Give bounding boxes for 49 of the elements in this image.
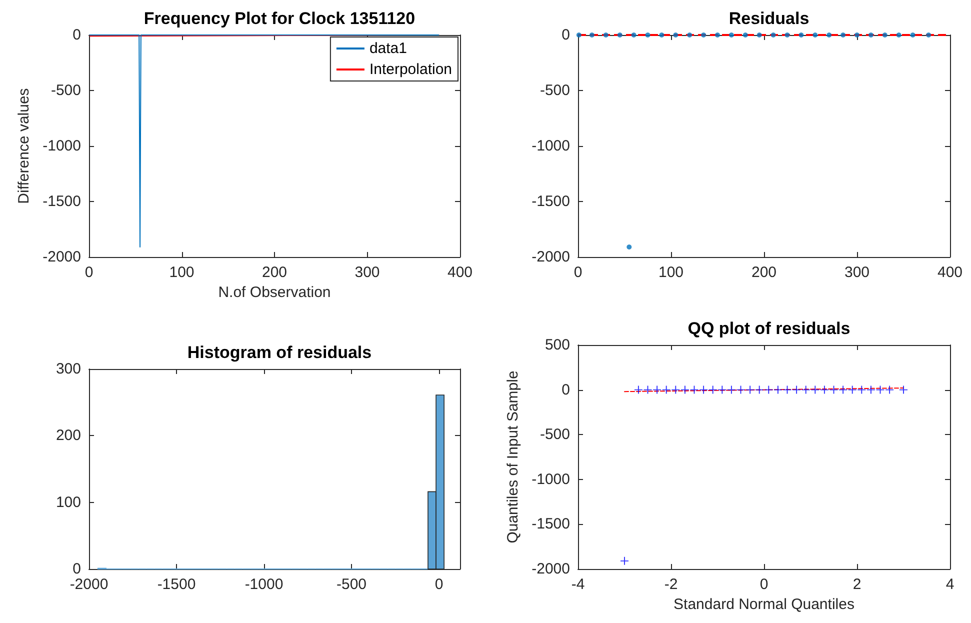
y-axis-title: Difference values (16, 88, 33, 204)
y-tick-label: -500 (540, 82, 570, 99)
chart-title: QQ plot of residuals (688, 319, 850, 338)
x-axis-title: N.of Observation (218, 284, 331, 301)
y-tick-label: -2000 (532, 560, 570, 578)
x-tick-label: -2 (664, 576, 678, 593)
y-tick-label: -1000 (42, 138, 81, 154)
x-axis-title: Standard Normal Quantiles (674, 596, 854, 613)
y-tick-label: 0 (72, 26, 81, 44)
x-tick-label: -4 (571, 576, 585, 593)
y-tick-label: -1000 (532, 470, 570, 488)
y-tick-label: 0 (72, 560, 81, 578)
x-tick-label: 200 (751, 264, 777, 281)
x-tick-label: 400 (447, 264, 473, 281)
chart-title: Frequency Plot for Clock 1351120 (144, 9, 416, 28)
x-tick-label: 4 (946, 576, 954, 593)
y-tick-label: -1000 (532, 138, 570, 154)
x-tick-label: 0 (84, 264, 94, 281)
x-tick-label: -500 (336, 576, 367, 593)
y-tick-label: -1500 (532, 193, 570, 210)
x-tick-label: 400 (937, 264, 963, 281)
y-tick-label: -2000 (532, 248, 570, 266)
y-tick-label: 500 (544, 336, 570, 354)
y-tick-label: -2000 (42, 248, 81, 266)
x-tick-label: 300 (354, 264, 380, 281)
chart-title: Histogram of residuals (187, 343, 372, 362)
y-axis-title: Quantiles of Input Sample (504, 370, 522, 544)
y-tick-label: 100 (56, 494, 81, 511)
y-tick-label: -1500 (532, 516, 570, 533)
y-tick-label: -1500 (42, 193, 81, 210)
y-tick-label: 0 (562, 381, 570, 398)
x-tick-label: 200 (262, 264, 288, 281)
y-tick-label: -500 (540, 426, 570, 444)
y-tick-label: -500 (50, 82, 81, 99)
x-tick-label: -1500 (157, 576, 196, 593)
x-tick-label: 0 (574, 264, 582, 281)
x-tick-label: 2 (852, 576, 862, 593)
x-tick-label: -1000 (244, 576, 284, 593)
chart-title: Residuals (728, 9, 810, 28)
y-tick-label: 300 (56, 360, 81, 378)
legend-label: data1 (369, 40, 407, 57)
x-tick-label: 100 (169, 264, 194, 281)
x-tick-label: 0 (434, 576, 444, 593)
legend-label: Interpolation (369, 61, 452, 78)
y-tick-label: 0 (562, 26, 570, 44)
x-tick-label: 300 (844, 264, 870, 281)
x-tick-label: 100 (658, 264, 684, 281)
x-tick-label: 0 (760, 576, 768, 593)
y-tick-label: 200 (56, 427, 81, 444)
